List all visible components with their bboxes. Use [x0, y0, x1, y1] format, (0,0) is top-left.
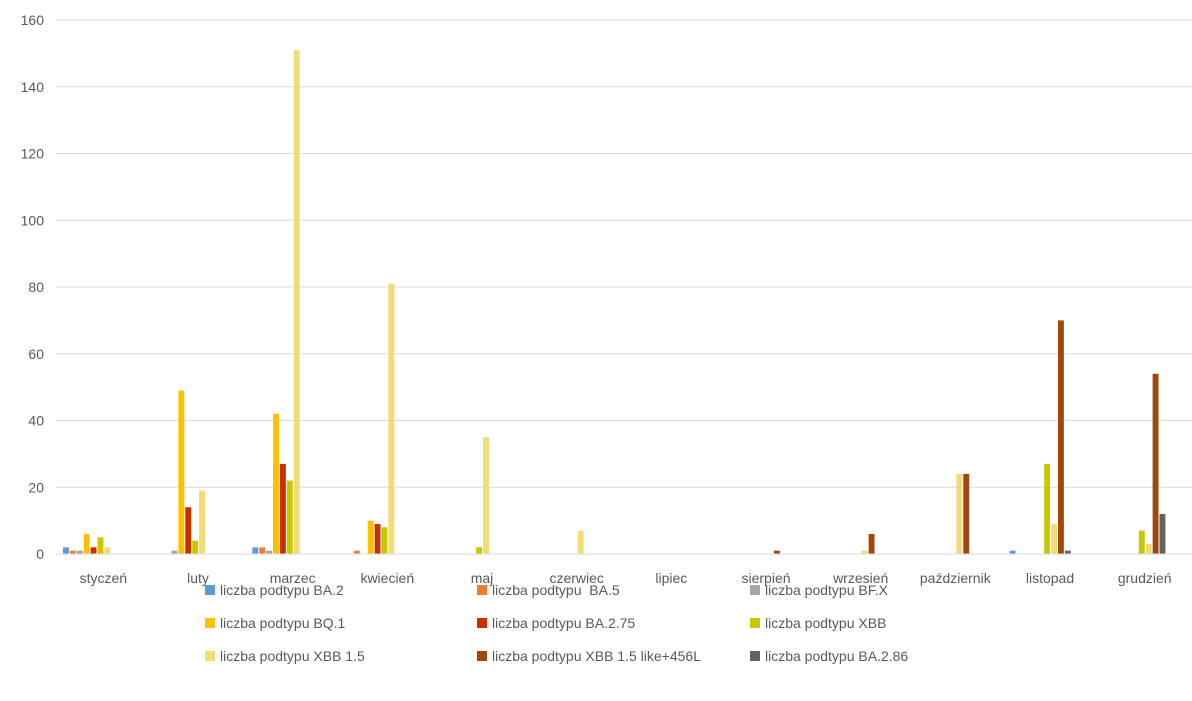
bar	[259, 547, 266, 554]
y-tick-label: 20	[28, 479, 44, 495]
bar	[192, 540, 199, 554]
bar	[1009, 550, 1016, 554]
legend-label: liczba podtypu XBB 1.5	[220, 648, 365, 664]
legend-swatch	[205, 585, 215, 595]
legend-label: liczba podtypu XBB	[765, 615, 887, 631]
legend-swatch	[750, 585, 760, 595]
x-tick-label: lipiec	[655, 570, 687, 586]
bar	[266, 550, 273, 554]
y-tick-label: 40	[28, 413, 44, 429]
bar	[252, 547, 259, 554]
bar	[861, 550, 868, 554]
bar	[199, 490, 205, 554]
bar	[483, 437, 489, 554]
bar	[1145, 543, 1152, 554]
y-tick-label: 120	[21, 146, 45, 162]
x-tick-label: kwiecień	[360, 570, 414, 586]
bar	[577, 530, 584, 554]
bar	[367, 520, 374, 555]
bar	[1152, 373, 1159, 554]
gridlines	[56, 19, 1192, 488]
legend-label: liczba podtypu XBB 1.5 like+456L	[492, 648, 701, 664]
bar	[1051, 523, 1057, 554]
legend-label: liczba podtypu BQ.1	[220, 615, 346, 631]
bar	[1057, 320, 1064, 555]
legend-swatch	[477, 651, 487, 661]
y-tick-label: 60	[28, 346, 44, 362]
bar	[279, 463, 286, 554]
x-tick-label: grudzień	[1118, 570, 1172, 586]
bar	[178, 390, 185, 554]
y-tick-label: 140	[21, 79, 45, 95]
legend-swatch	[477, 585, 487, 595]
legend-item: liczba podtypu BQ.1	[205, 615, 345, 631]
bar	[956, 473, 963, 554]
y-tick-label: 160	[21, 12, 45, 28]
bar	[353, 550, 360, 554]
legend-item: liczba podtypu BF.X	[750, 582, 888, 598]
y-tick-label: 100	[21, 212, 45, 228]
x-tick-label: październik	[920, 570, 992, 586]
bar	[868, 533, 875, 554]
bar	[273, 413, 279, 554]
legend-item: liczba podtypu BA.2.86	[750, 648, 908, 664]
bars	[63, 50, 1166, 555]
x-tick-label: marzec	[270, 570, 316, 586]
legend-swatch	[750, 618, 760, 628]
y-axis-tick-labels: 0 20 40 60 80 100 120 140 160	[21, 12, 45, 562]
bar	[1159, 513, 1166, 554]
bar	[83, 533, 90, 554]
bar	[286, 480, 293, 554]
x-tick-label: wrzesień	[832, 570, 888, 586]
legend-item: liczba podtypu BA.2.75	[477, 615, 635, 631]
bar	[388, 283, 395, 554]
x-axis-tick-labels: styczeń luty marzec kwiecień maj czerwiec lipi…	[80, 570, 1172, 586]
bar	[1138, 530, 1145, 554]
bar	[1044, 463, 1051, 554]
legend-swatch	[205, 618, 215, 628]
bar	[773, 550, 780, 554]
legend-swatch	[750, 651, 760, 661]
legend-label: liczba podtypu BF.X	[765, 582, 888, 598]
bar	[104, 547, 111, 554]
bar	[171, 550, 178, 554]
legend-swatch	[477, 618, 487, 628]
legend-item: liczba podtypu XBB 1.5	[205, 648, 365, 664]
bar	[374, 523, 381, 554]
legend-label: liczba podtypu BA.2	[220, 582, 344, 598]
bar	[293, 50, 300, 554]
bar	[63, 547, 69, 554]
bar	[1064, 550, 1071, 554]
legend-item: liczba podtypu XBB 1.5 like+456L	[477, 648, 701, 664]
bar	[963, 473, 970, 554]
x-tick-label: sierpień	[741, 570, 790, 586]
y-tick-label: 0	[36, 546, 44, 562]
legend-item: liczba podtypu BA.5	[477, 582, 620, 598]
bar	[76, 550, 83, 554]
legend-swatch	[205, 651, 215, 661]
legend-label: liczba podtypu BA.5	[492, 582, 620, 598]
bar	[69, 550, 76, 554]
x-tick-label: maj	[471, 570, 494, 586]
y-tick-label: 80	[28, 279, 44, 295]
legend-item: liczba podtypu BA.2	[205, 582, 344, 598]
x-tick-label: listopad	[1026, 570, 1074, 586]
bar	[97, 537, 104, 554]
bar	[185, 507, 192, 554]
bar	[90, 547, 97, 554]
x-tick-label: czerwiec	[549, 570, 603, 586]
bar	[381, 527, 388, 554]
x-tick-label: luty	[187, 570, 209, 586]
legend-item: liczba podtypu XBB	[750, 615, 886, 631]
x-tick-label: styczeń	[80, 570, 127, 586]
bar	[476, 547, 483, 554]
legend-label: liczba podtypu BA.2.75	[492, 615, 636, 631]
legend-label: liczba podtypu BA.2.86	[765, 648, 909, 664]
